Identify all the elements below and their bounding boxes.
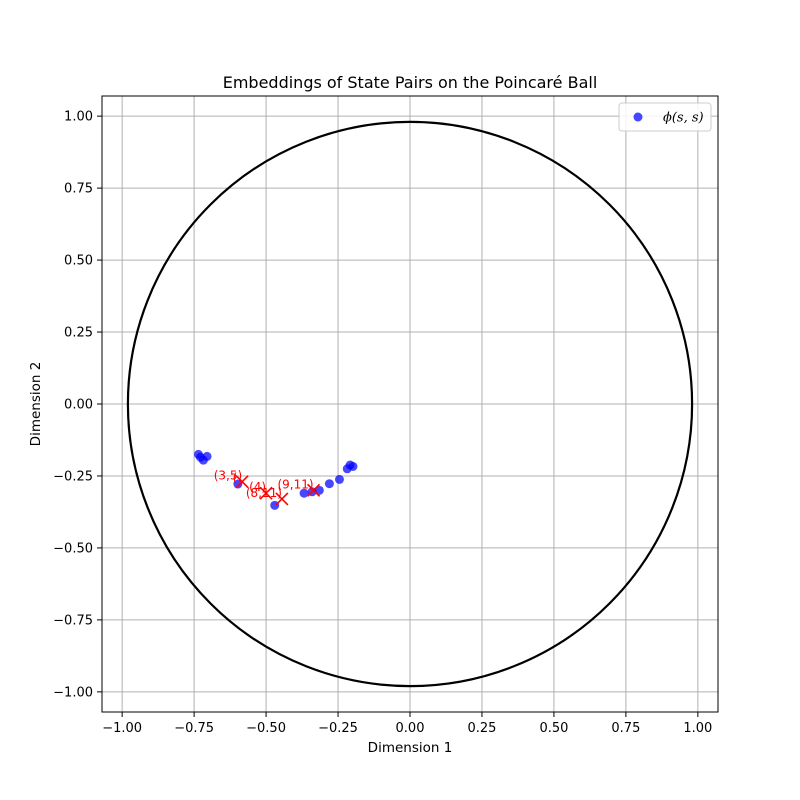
scatter-point xyxy=(314,485,324,495)
x-axis-label: Dimension 1 xyxy=(368,740,453,756)
point-annotation: ( xyxy=(233,471,238,485)
chart-title: Embeddings of State Pairs on the Poincar… xyxy=(223,73,598,92)
x-tick-label: −0.25 xyxy=(318,721,358,736)
x-marker-stroke xyxy=(275,492,289,506)
x-marker xyxy=(259,486,273,500)
point-annotation: (8,11) xyxy=(246,486,282,500)
y-tick-label: −0.25 xyxy=(53,469,93,484)
x-tick-label: 0.75 xyxy=(611,721,640,736)
series-layer xyxy=(193,449,358,510)
x-marker-stroke xyxy=(307,483,321,497)
x-marker xyxy=(235,475,249,489)
x-tick-label: −0.50 xyxy=(246,721,286,736)
y-tick-label: 0.75 xyxy=(64,182,93,197)
scatter-point xyxy=(299,488,309,498)
y-tick-label: 1.00 xyxy=(64,110,93,125)
scatter-point xyxy=(334,474,344,484)
x-tick-label: −1.00 xyxy=(102,721,142,736)
x-tick-label: 0.00 xyxy=(396,721,425,736)
x-marker-stroke xyxy=(259,486,273,500)
scatter-point xyxy=(348,461,358,471)
x-tick-label: −0.75 xyxy=(174,721,214,736)
y-axis-label: Dimension 2 xyxy=(28,362,44,447)
y-tick-label: 0.50 xyxy=(64,254,93,269)
point-annotation: (4) xyxy=(249,480,266,494)
x-marker xyxy=(275,492,289,506)
x-tick-label: 1.00 xyxy=(683,721,712,736)
x-marker xyxy=(307,483,321,497)
y-tick-label: −0.75 xyxy=(53,613,93,628)
poincare-boundary-circle xyxy=(126,120,694,688)
scatter-point xyxy=(324,479,334,489)
y-tick-label: −0.50 xyxy=(53,541,93,556)
point-annotation: (3,5) xyxy=(214,469,242,483)
tick-layer: −1.00 −0.75 −0.50 −0.25 0.00 0.25 0.50 0.75 1.00… xyxy=(53,110,712,736)
annotation-layer: (3,5)( (4)(8,11)(9,11) xyxy=(214,469,314,500)
point-annotation: (9,11) xyxy=(277,477,313,491)
y-tick-label: −1.00 xyxy=(53,685,93,700)
scatter-point xyxy=(202,451,212,461)
scatter-point xyxy=(233,479,243,489)
x-tick-label: 0.50 xyxy=(539,721,568,736)
x-tick-label: 0.25 xyxy=(467,721,496,736)
grid xyxy=(102,96,718,712)
boundary-circle-layer xyxy=(126,120,694,688)
x-marker-stroke xyxy=(235,475,249,489)
y-tick-label: 0.25 xyxy=(64,326,93,341)
legend-box xyxy=(618,102,712,132)
legend: ϕ(s, s) xyxy=(618,102,712,132)
y-tick-label: 0.00 xyxy=(64,398,93,413)
legend-marker xyxy=(633,112,643,122)
legend-label: ϕ(s, s) xyxy=(663,111,704,126)
